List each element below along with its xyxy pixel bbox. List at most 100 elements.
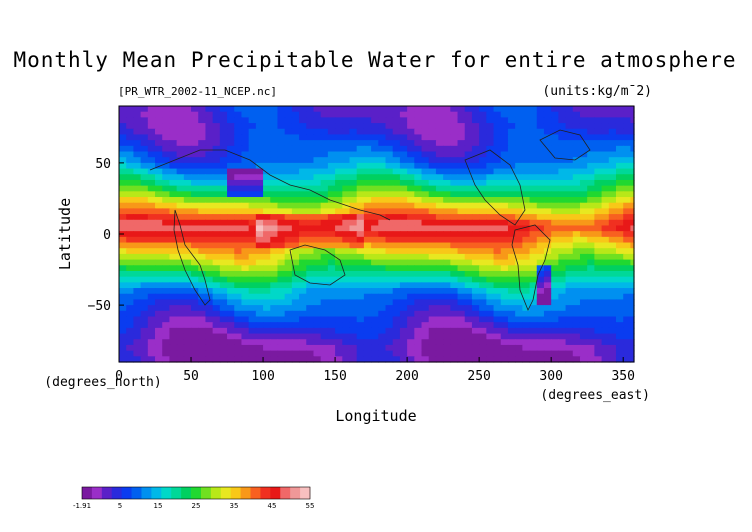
heatmap-cell bbox=[464, 253, 473, 261]
heatmap-cell bbox=[579, 214, 588, 221]
heatmap-cell bbox=[119, 259, 127, 266]
heatmap-cell bbox=[392, 128, 401, 136]
heatmap-cell bbox=[356, 106, 365, 113]
heatmap-cell bbox=[543, 288, 552, 295]
heatmap-cell bbox=[162, 140, 171, 147]
heatmap-cell bbox=[371, 185, 379, 192]
heatmap-cell bbox=[320, 157, 329, 164]
heatmap-cell bbox=[630, 208, 635, 215]
heatmap-cell bbox=[608, 253, 617, 261]
heatmap-cell bbox=[320, 305, 329, 312]
heatmap-cell bbox=[306, 282, 315, 289]
heatmap-cell bbox=[363, 293, 372, 301]
heatmap-cell bbox=[407, 225, 415, 232]
heatmap-cell bbox=[486, 231, 495, 238]
heatmap-cell bbox=[479, 322, 487, 329]
heatmap-cell bbox=[443, 293, 451, 301]
heatmap-cell bbox=[133, 356, 142, 363]
heatmap-cell bbox=[507, 202, 516, 209]
heatmap-cell bbox=[335, 225, 343, 232]
heatmap-cell bbox=[486, 299, 495, 306]
heatmap-cell bbox=[126, 174, 134, 181]
heatmap-cell bbox=[522, 140, 531, 147]
heatmap-cell bbox=[169, 270, 178, 278]
heatmap-cell bbox=[313, 128, 322, 136]
heatmap-cell bbox=[399, 123, 408, 130]
heatmap-cell bbox=[191, 208, 199, 215]
heatmap-cell bbox=[183, 174, 192, 181]
heatmap-cell bbox=[219, 327, 228, 335]
heatmap-cell bbox=[579, 202, 588, 209]
heatmap-cell bbox=[371, 265, 379, 272]
heatmap-cell bbox=[356, 322, 365, 329]
heatmap-cell bbox=[515, 197, 523, 204]
heatmap-cell bbox=[241, 185, 250, 192]
heatmap-cell bbox=[421, 117, 430, 124]
heatmap-cell bbox=[450, 253, 459, 261]
heatmap-cell bbox=[140, 157, 149, 164]
heatmap-cell bbox=[263, 202, 271, 209]
heatmap-cell bbox=[299, 310, 307, 318]
heatmap-cell bbox=[270, 111, 279, 118]
heatmap-cell bbox=[219, 259, 228, 266]
heatmap-cell bbox=[608, 111, 617, 118]
heatmap-cell bbox=[471, 106, 480, 113]
heatmap-cell bbox=[198, 305, 207, 312]
heatmap-cell bbox=[212, 316, 221, 323]
heatmap-cell bbox=[198, 208, 207, 215]
heatmap-cell bbox=[421, 134, 430, 141]
heatmap-cell bbox=[270, 270, 279, 278]
heatmap-cell bbox=[385, 197, 394, 204]
heatmap-cell bbox=[147, 305, 156, 312]
heatmap-cell bbox=[392, 197, 401, 204]
heatmap-cell bbox=[363, 197, 372, 204]
heatmap-cell bbox=[263, 145, 271, 153]
heatmap-cell bbox=[183, 248, 192, 255]
heatmap-cell bbox=[255, 168, 264, 175]
heatmap-cell bbox=[579, 151, 588, 158]
heatmap-cell bbox=[392, 299, 401, 306]
heatmap-cell bbox=[219, 248, 228, 255]
heatmap-cell bbox=[219, 270, 228, 278]
heatmap-cell bbox=[270, 259, 279, 266]
heatmap-cell bbox=[392, 219, 401, 227]
heatmap-cell bbox=[587, 276, 595, 283]
heatmap-cell bbox=[342, 140, 351, 147]
heatmap-cell bbox=[263, 225, 271, 232]
heatmap-cell bbox=[248, 168, 257, 175]
heatmap-cell bbox=[140, 253, 149, 261]
heatmap-cell bbox=[335, 248, 343, 255]
heatmap-cell bbox=[349, 185, 358, 192]
heatmap-cell bbox=[335, 140, 343, 147]
heatmap-cell bbox=[558, 157, 567, 164]
heatmap-cell bbox=[191, 322, 199, 329]
heatmap-cell bbox=[587, 231, 595, 238]
heatmap-cell bbox=[450, 310, 459, 318]
heatmap-cell bbox=[392, 185, 401, 192]
x-axis-label: Longitude bbox=[335, 407, 416, 425]
heatmap-cell bbox=[284, 276, 293, 283]
heatmap-cell bbox=[133, 259, 142, 266]
heatmap-cell bbox=[421, 299, 430, 306]
heatmap-cell bbox=[623, 293, 631, 301]
heatmap-cell bbox=[457, 265, 466, 272]
heatmap-cell bbox=[234, 356, 243, 363]
heatmap-cell bbox=[608, 208, 617, 215]
heatmap-cell bbox=[515, 162, 523, 170]
heatmap-cell bbox=[219, 117, 228, 124]
heatmap-cell bbox=[450, 179, 459, 187]
heatmap-cell bbox=[522, 179, 531, 187]
heatmap-cell bbox=[335, 282, 343, 289]
heatmap-cell bbox=[342, 106, 351, 113]
heatmap-cell bbox=[407, 111, 415, 118]
heatmap-cell bbox=[363, 350, 372, 357]
heatmap-cell bbox=[392, 310, 401, 318]
heatmap-cell bbox=[133, 265, 142, 272]
heatmap-cell bbox=[594, 162, 603, 170]
heatmap-cell bbox=[435, 270, 444, 278]
heatmap-cell bbox=[371, 270, 379, 278]
heatmap-cell bbox=[414, 202, 423, 209]
heatmap-cell bbox=[414, 265, 423, 272]
heatmap-cell bbox=[299, 265, 307, 272]
heatmap-cell bbox=[399, 282, 408, 289]
